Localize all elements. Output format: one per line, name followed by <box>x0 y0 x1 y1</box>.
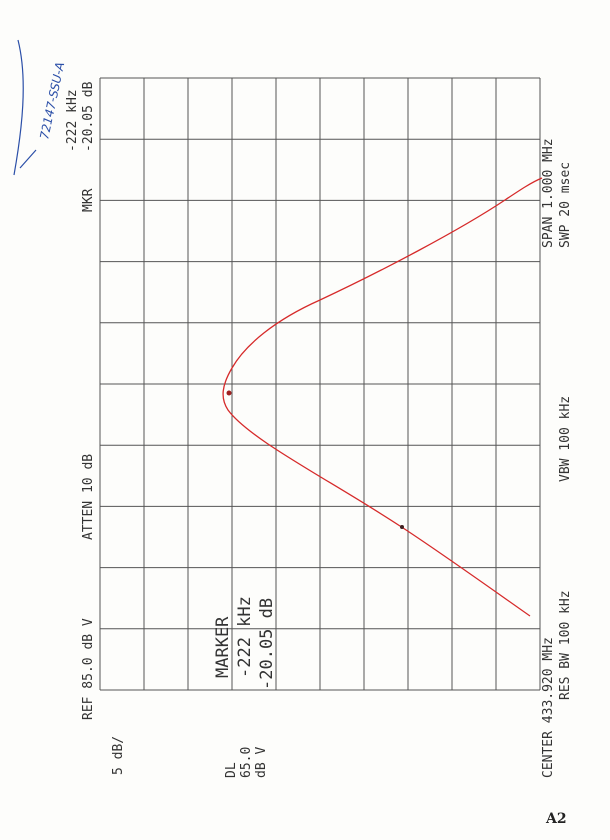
scale: 5 dB/ <box>111 736 126 775</box>
marker-label: MARKER <box>213 616 233 678</box>
mkr-label: MKR <box>81 188 96 212</box>
signature <box>13 39 37 176</box>
marker-dot <box>226 390 232 396</box>
dl-unit: dB V <box>254 747 269 778</box>
sweep: SWP 20 msec <box>558 162 573 248</box>
center-freq: CENTER 433.920 MHz <box>541 637 556 778</box>
graticule <box>99 77 541 691</box>
display-line-dot <box>400 525 404 529</box>
marker-freq: -222 kHz <box>235 596 255 678</box>
dl-label: DL <box>224 762 239 778</box>
ref-level: REF 85.0 dB V <box>81 618 96 720</box>
dl-value: 65.0 <box>239 747 254 778</box>
marker-level: -20.05 dB <box>257 598 277 690</box>
page-label: A2 <box>545 811 567 827</box>
res-bw: RES BW 100 kHz <box>558 590 573 700</box>
span: SPAN 1.000 MHz <box>541 138 556 248</box>
vbw: VBW 100 kHz <box>558 396 573 482</box>
mkr-freq: -222 kHz <box>65 89 80 152</box>
attenuation: ATTEN 10 dB <box>81 454 96 540</box>
mkr-level: -20.05 dB <box>81 81 96 152</box>
